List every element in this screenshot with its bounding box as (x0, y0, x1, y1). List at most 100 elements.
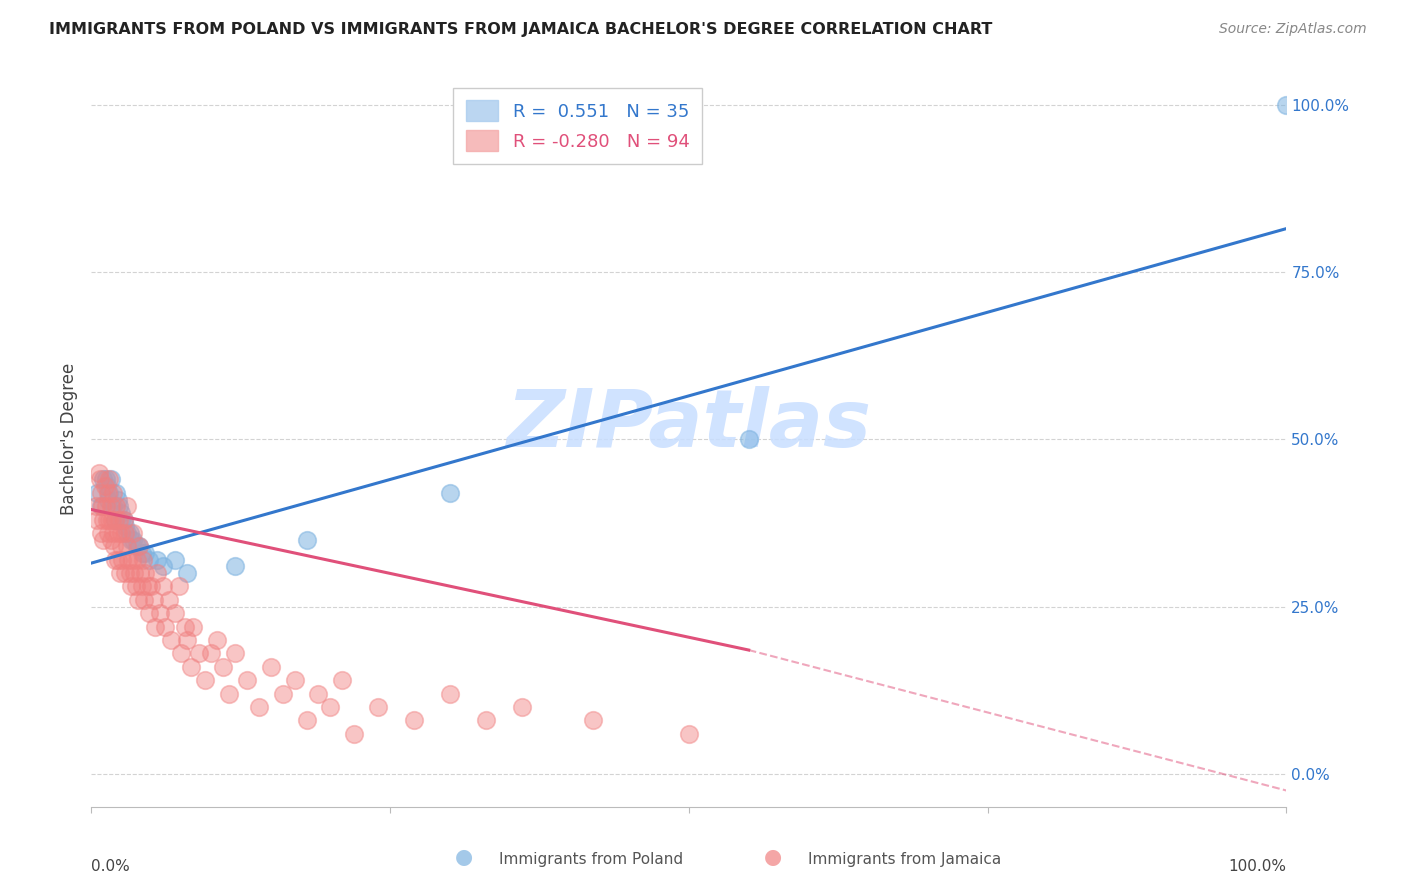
Point (110, 539, 132, 553)
Point (93, 479, 115, 493)
Point (200, 646, 222, 660)
Point (1275, 98, 1298, 112)
Point (101, 485, 124, 500)
Point (97, 492, 120, 507)
Point (141, 580, 162, 594)
Point (114, 519, 136, 533)
Point (105, 500, 128, 514)
Point (110, 512, 132, 526)
Point (124, 566, 146, 581)
Point (181, 619, 204, 633)
Point (115, 526, 138, 541)
Point (259, 660, 281, 674)
Point (118, 526, 141, 541)
Point (124, 580, 146, 594)
Point (439, 687, 461, 701)
Point (295, 714, 318, 728)
Point (93, 473, 114, 487)
Point (93, 533, 114, 547)
Point (332, 673, 354, 687)
Point (187, 646, 211, 660)
Text: ●: ● (765, 847, 782, 867)
Legend: R =  0.551   N = 35, R = -0.280   N = 94: R = 0.551 N = 35, R = -0.280 N = 94 (453, 87, 702, 164)
Point (132, 592, 155, 607)
Point (143, 619, 166, 633)
Point (91, 500, 114, 514)
Point (474, 714, 498, 728)
Point (131, 580, 153, 594)
Point (510, 699, 533, 714)
Text: Immigrants from Poland: Immigrants from Poland (499, 852, 683, 867)
Point (100, 500, 122, 514)
Point (94, 473, 117, 487)
Point (90, 485, 112, 500)
Point (87, 466, 110, 480)
Point (307, 687, 329, 701)
Point (122, 533, 145, 547)
Point (108, 500, 131, 514)
Point (157, 592, 180, 607)
Point (176, 566, 198, 581)
Point (167, 580, 190, 594)
Point (111, 552, 134, 567)
Point (103, 539, 125, 553)
Point (105, 485, 128, 500)
Point (146, 566, 169, 581)
Point (86, 485, 108, 500)
Point (295, 533, 318, 547)
Point (235, 673, 259, 687)
Text: IMMIGRANTS FROM POLAND VS IMMIGRANTS FROM JAMAICA BACHELOR'S DEGREE CORRELATION : IMMIGRANTS FROM POLAND VS IMMIGRANTS FRO… (49, 22, 993, 37)
Point (117, 552, 139, 567)
Y-axis label: Bachelor's Degree: Bachelor's Degree (59, 363, 77, 516)
Point (142, 592, 165, 607)
Point (148, 607, 170, 621)
Point (737, 433, 759, 447)
Text: ZIPatlas: ZIPatlas (506, 385, 872, 464)
Point (127, 592, 149, 607)
Point (96, 479, 118, 493)
Point (112, 512, 135, 526)
Point (146, 552, 169, 567)
Point (120, 533, 142, 547)
Point (104, 552, 127, 567)
Point (173, 619, 195, 633)
Point (128, 539, 150, 553)
Point (125, 539, 148, 553)
Point (107, 492, 129, 507)
Point (100, 473, 122, 487)
Point (439, 485, 461, 500)
Point (319, 699, 342, 714)
Text: Immigrants from Jamaica: Immigrants from Jamaica (808, 852, 1001, 867)
Point (155, 619, 177, 633)
Point (107, 526, 129, 541)
Point (152, 559, 174, 574)
Point (129, 566, 152, 581)
Point (678, 726, 700, 740)
Point (160, 633, 183, 648)
Point (101, 500, 124, 514)
Point (110, 506, 132, 520)
Point (89, 473, 111, 487)
Point (114, 526, 136, 541)
Point (122, 526, 145, 541)
Point (136, 580, 159, 594)
Point (93, 512, 114, 526)
Point (120, 580, 142, 594)
Point (218, 687, 240, 701)
Point (98, 485, 121, 500)
Text: 100.0%: 100.0% (1229, 859, 1286, 874)
Point (115, 500, 138, 514)
Point (180, 660, 202, 674)
Point (100, 533, 122, 547)
Point (121, 552, 143, 567)
Point (224, 559, 246, 574)
Point (104, 512, 127, 526)
Point (224, 646, 246, 660)
Point (205, 633, 228, 648)
Point (97, 485, 120, 500)
Point (138, 552, 160, 567)
Point (94, 500, 117, 514)
Point (404, 714, 426, 728)
Point (98, 512, 121, 526)
Point (211, 660, 233, 674)
